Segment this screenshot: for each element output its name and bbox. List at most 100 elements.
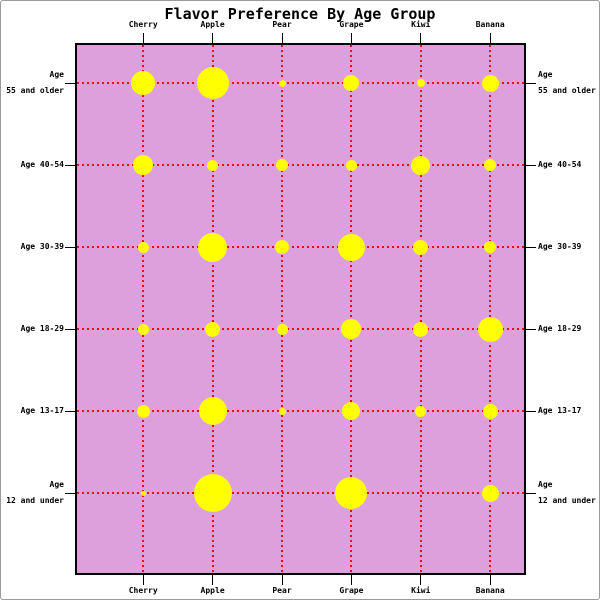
x-axis-label-bottom: Kiwi [411,586,431,595]
bubble-grape-row1 [343,75,360,91]
y-axis-label-line: Age 30-39 [20,242,64,251]
x-axis-label-top: Kiwi [411,20,431,29]
y-axis-label-line: 12 and under [6,496,64,505]
y-tick-left [65,492,75,494]
grid-line-vertical [281,45,283,573]
bubble-kiwi-row5 [415,405,427,417]
y-axis-label-left: Age 40-54 [21,157,64,173]
y-axis-label-line: Age [538,70,553,79]
grid-line-horizontal [77,82,524,84]
grid-line-vertical [350,45,353,573]
bubble-pear-row4 [276,323,288,335]
x-tick-top [420,33,422,43]
y-tick-left [65,82,75,84]
bubble-banana-row5 [482,403,498,419]
y-tick-left [65,410,75,412]
x-axis-label-bottom: Grape [339,586,364,595]
bubble-kiwi-row2 [411,155,431,175]
x-tick-bottom [489,575,491,585]
y-tick-left [65,246,75,248]
grid-line-vertical [419,45,422,573]
bubble-apple-row1 [196,67,229,99]
x-tick-top [142,33,144,43]
x-axis-label-top: Grape [339,20,364,29]
bubble-cherry-row4 [137,323,149,335]
x-axis-label-bottom: Pear [272,586,292,595]
x-tick-bottom [212,575,214,585]
y-axis-label-left: Age 12 and under [6,477,64,509]
grid-line-horizontal [77,246,524,248]
grid-line-horizontal [77,492,524,494]
bubble-kiwi-row4 [413,321,429,337]
bubble-grape-row3 [337,233,365,261]
bubble-banana-row6 [481,484,499,502]
x-tick-bottom [281,575,283,585]
x-tick-bottom [142,575,144,585]
x-tick-bottom [350,575,352,585]
y-axis-label-line: Age 18-29 [20,324,64,333]
bubble-pear-row1 [278,79,286,87]
y-axis-label-line: 12 and under [538,496,596,505]
y-axis-label-line: Age 13-17 [20,406,64,415]
bubble-apple-row3 [198,232,228,262]
x-axis-label-top: Cherry [128,20,158,29]
bubble-grape-row2 [345,159,357,171]
y-tick-right [526,328,536,330]
y-axis-label-line: Age 40-54 [20,160,64,169]
y-axis-label-right: Age 40-54 [538,157,581,173]
y-axis-label-left: Age 55 and older [6,67,64,99]
y-tick-right [526,164,536,166]
grid-line-horizontal [77,410,524,412]
y-axis-label-right: Age 13-17 [538,403,581,419]
bubble-apple-row5 [198,397,227,425]
plot-area [75,43,526,575]
x-tick-top [212,33,214,43]
bubble-cherry-row6 [140,490,146,496]
bubble-banana-row3 [484,241,497,253]
y-axis-label-right: Age 55 and older [538,67,596,99]
y-tick-right [526,410,536,412]
bubble-cherry-row3 [137,241,149,253]
bubble-apple-row6 [193,474,232,512]
y-axis-label-left: Age 13-17 [21,403,64,419]
y-axis-label-left: Age 18-29 [21,321,64,337]
bubble-cherry-row5 [136,404,150,418]
bubble-cherry-row2 [133,155,154,175]
grid-line-horizontal [77,328,524,330]
x-tick-top [350,33,352,43]
bubble-kiwi-row1 [416,79,425,87]
y-axis-label-line: 55 and older [538,86,596,95]
chart-title: Flavor Preference By Age Group [164,5,436,23]
bubble-cherry-row1 [131,71,156,95]
bubble-grape-row6 [335,477,368,509]
y-axis-label-line: Age [49,70,64,79]
x-axis-label-bottom: Cherry [128,586,158,595]
y-tick-right [526,82,536,84]
grid-line-vertical [211,45,214,573]
y-axis-label-line: Age 30-39 [538,242,582,251]
bubble-pear-row3 [275,240,289,254]
x-tick-bottom [420,575,422,585]
y-axis-label-right: Age 12 and under [538,477,596,509]
x-axis-label-top: Pear [272,20,292,29]
bubble-grape-row4 [341,319,362,339]
y-axis-label-line: Age [538,480,553,489]
y-axis-label-line: Age 13-17 [538,406,582,415]
y-tick-right [526,492,536,494]
y-tick-right [526,246,536,248]
bubble-kiwi-row3 [413,239,429,255]
x-axis-label-bottom: Banana [475,586,505,595]
y-axis-label-right: Age 18-29 [538,321,581,337]
y-axis-label-line: Age 40-54 [538,160,582,169]
y-tick-left [65,328,75,330]
bubble-grape-row5 [342,402,361,420]
y-tick-left [65,164,75,166]
bubble-banana-row1 [481,74,499,92]
y-axis-label-line: Age 18-29 [538,324,582,333]
bubble-pear-row5 [278,407,286,415]
bubble-apple-row4 [205,321,221,337]
y-axis-label-line: 55 and older [6,86,64,95]
x-axis-label-top: Banana [475,20,505,29]
grid-line-horizontal [77,164,524,166]
x-axis-label-top: Apple [200,20,225,29]
